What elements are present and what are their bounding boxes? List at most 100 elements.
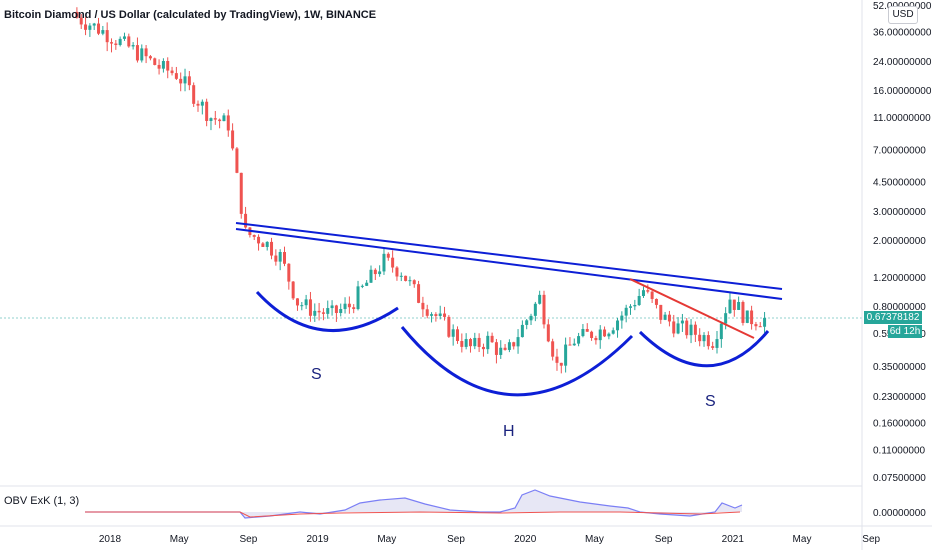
x-tick-label: May bbox=[585, 534, 604, 545]
symbol-name[interactable]: Bitcoin Diamond / US Dollar (calculated … bbox=[4, 9, 298, 21]
candle-up bbox=[507, 342, 511, 350]
head-curve[interactable] bbox=[400, 326, 634, 397]
candle-down bbox=[693, 324, 697, 335]
candle-down bbox=[373, 269, 377, 275]
obv-area bbox=[85, 490, 742, 518]
y-tick-label: 36.00000000 bbox=[873, 28, 932, 39]
candle-up bbox=[92, 23, 96, 26]
right-shoulder-curve[interactable] bbox=[638, 330, 770, 368]
indicator-y-tick-label: 0.00000000 bbox=[873, 508, 926, 519]
candle-down bbox=[157, 64, 161, 69]
candle-down bbox=[425, 309, 429, 316]
candle-up bbox=[572, 343, 576, 346]
candle-down bbox=[347, 303, 351, 308]
neckline-lower[interactable] bbox=[235, 228, 783, 300]
candle-down bbox=[698, 334, 702, 342]
left-shoulder-curve[interactable] bbox=[255, 290, 399, 333]
price-axis[interactable]: 52.0000000036.0000000024.0000000016.0000… bbox=[873, 1, 932, 519]
candle-up bbox=[430, 314, 434, 316]
candle-down bbox=[127, 36, 131, 47]
candle-up bbox=[278, 252, 282, 262]
time-axis[interactable]: 2018 May Sep 2019 May Sep 2020 May Sep 2021 May Sep bbox=[99, 534, 881, 545]
candle-down bbox=[559, 362, 563, 366]
candle-down bbox=[667, 314, 671, 322]
y-tick-label: 2.00000000 bbox=[873, 236, 926, 247]
candle-down bbox=[460, 341, 464, 347]
candle-down bbox=[546, 324, 550, 342]
candle-down bbox=[555, 356, 559, 363]
candle-up bbox=[369, 269, 373, 283]
candle-down bbox=[321, 312, 325, 314]
candle-down bbox=[395, 267, 399, 277]
candle-down bbox=[468, 339, 472, 347]
candle-down bbox=[213, 118, 217, 120]
candle-up bbox=[161, 61, 165, 69]
y-tick-label: 24.00000000 bbox=[873, 57, 932, 68]
x-tick-label: 2019 bbox=[306, 534, 329, 545]
y-tick-label: 0.23000000 bbox=[873, 392, 926, 403]
trendline-red[interactable] bbox=[629, 278, 755, 339]
candle-down bbox=[711, 346, 715, 348]
candle-down bbox=[503, 347, 507, 350]
candle-up bbox=[641, 290, 645, 297]
candle-down bbox=[585, 329, 589, 332]
candle-down bbox=[672, 321, 676, 334]
y-tick-label: 11.00000000 bbox=[873, 113, 931, 124]
candle-up bbox=[265, 241, 269, 247]
candle-down bbox=[235, 148, 239, 173]
x-tick-label: Sep bbox=[655, 534, 673, 545]
x-tick-label: May bbox=[170, 534, 189, 545]
candle-down bbox=[594, 337, 598, 341]
candle-up bbox=[408, 280, 412, 282]
x-tick-label: May bbox=[793, 534, 812, 545]
candle-down bbox=[434, 314, 438, 316]
candle-down bbox=[295, 298, 299, 306]
candle-down bbox=[732, 299, 736, 310]
candle-down bbox=[218, 119, 222, 122]
candle-up bbox=[520, 324, 524, 338]
neckline-upper[interactable] bbox=[235, 222, 783, 290]
exchange-label: BINANCE bbox=[325, 9, 377, 21]
candle-down bbox=[654, 298, 658, 305]
candle-down bbox=[659, 304, 663, 320]
candle-down bbox=[603, 329, 607, 337]
candle-down bbox=[706, 335, 710, 347]
candle-up bbox=[624, 307, 628, 316]
candle-up bbox=[464, 339, 468, 347]
candle-down bbox=[114, 43, 118, 45]
candles-layer bbox=[75, 7, 767, 374]
candle-down bbox=[105, 30, 109, 43]
candle-down bbox=[490, 335, 494, 343]
candle-down bbox=[283, 252, 286, 264]
candle-up bbox=[719, 323, 723, 340]
candle-up bbox=[598, 329, 602, 341]
candle-up bbox=[343, 303, 347, 310]
candle-up bbox=[438, 313, 442, 316]
candle-down bbox=[391, 257, 395, 268]
candle-up bbox=[676, 323, 680, 334]
candle-down bbox=[252, 235, 256, 237]
candle-down bbox=[170, 70, 174, 74]
x-tick-label: Sep bbox=[862, 534, 880, 545]
y-tick-label: 7.00000000 bbox=[873, 146, 926, 157]
indicator-title[interactable]: OBV ExK (1, 3) bbox=[4, 495, 80, 507]
interval-label[interactable]: 1W bbox=[303, 9, 320, 21]
candle-up bbox=[209, 118, 213, 121]
head-label: H bbox=[503, 423, 515, 440]
candle-down bbox=[590, 331, 594, 338]
candle-up bbox=[715, 339, 719, 348]
candle-up bbox=[616, 320, 620, 331]
candle-down bbox=[568, 344, 572, 346]
candle-down bbox=[481, 346, 485, 350]
obv-signal-line bbox=[85, 511, 741, 518]
candle-up bbox=[763, 317, 767, 327]
left-shoulder-label: S bbox=[311, 366, 322, 383]
candle-down bbox=[291, 281, 295, 299]
y-tick-label: 16.00000000 bbox=[873, 86, 932, 97]
candle-down bbox=[685, 320, 689, 336]
candle-up bbox=[451, 329, 455, 337]
candle-down bbox=[551, 341, 555, 357]
currency-button[interactable]: USD bbox=[888, 6, 918, 24]
candle-up bbox=[607, 333, 611, 337]
